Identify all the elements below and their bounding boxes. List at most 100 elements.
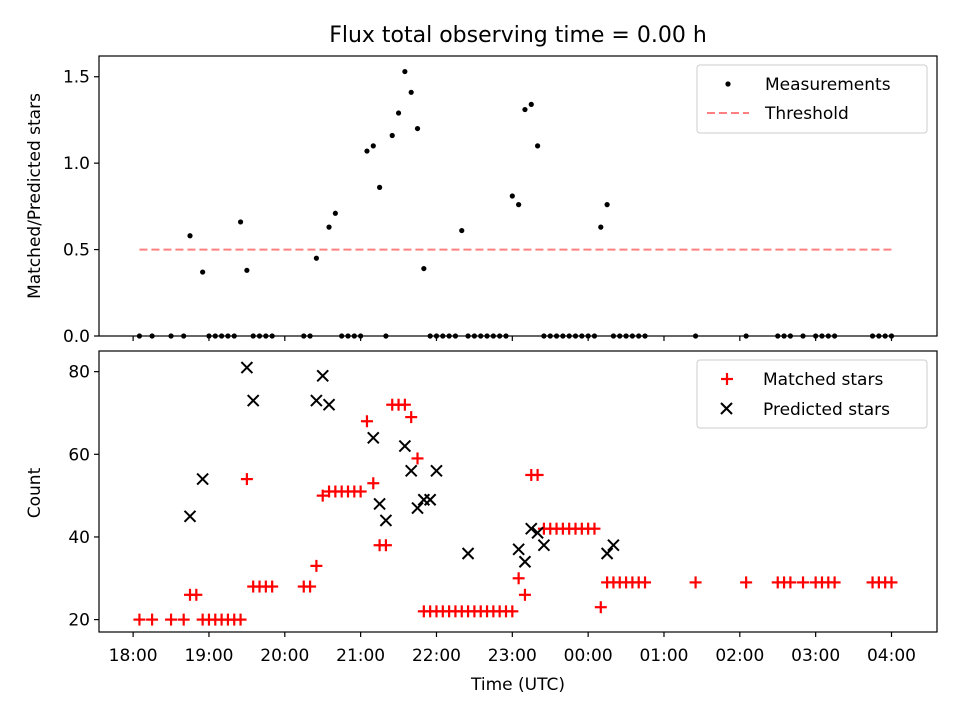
bottom-x-tick-label: 22:00 bbox=[412, 646, 461, 666]
matched-star-point bbox=[588, 522, 601, 535]
matched-star-point bbox=[316, 489, 329, 502]
measurement-point bbox=[200, 269, 206, 275]
predicted-star-point bbox=[607, 539, 620, 552]
matched-star-point bbox=[594, 601, 607, 614]
predicted-star-point bbox=[310, 394, 323, 407]
predicted-star-point bbox=[322, 398, 336, 411]
predicted-star-point bbox=[512, 543, 525, 556]
matched-star-point bbox=[177, 613, 190, 626]
predicted-star-point bbox=[600, 547, 614, 560]
measurement-point bbox=[187, 233, 193, 239]
matched-star-point bbox=[531, 468, 544, 481]
matched-star-point bbox=[240, 473, 253, 486]
bottom-x-tick-label: 04:00 bbox=[867, 646, 916, 666]
matched-star-point bbox=[165, 613, 178, 626]
measurement-point bbox=[326, 224, 332, 230]
matched-star-point bbox=[405, 411, 418, 424]
measurement-point bbox=[313, 255, 319, 261]
matched-star-point bbox=[784, 576, 797, 589]
matched-star-point bbox=[639, 576, 652, 589]
bottom-x-tick-label: 19:00 bbox=[184, 646, 233, 666]
predicted-star-point bbox=[316, 369, 329, 383]
measurement-point bbox=[534, 143, 541, 149]
predicted-star-point bbox=[367, 431, 380, 444]
bottom-y-tick-label: 20 bbox=[68, 611, 90, 631]
matched-star-point bbox=[190, 588, 203, 601]
matched-star-point bbox=[146, 613, 159, 626]
measurement-point bbox=[516, 202, 522, 208]
bottom-plot-marks bbox=[133, 361, 898, 626]
measurement-point bbox=[237, 219, 244, 225]
measurement-point bbox=[402, 68, 408, 75]
measurement-point bbox=[522, 106, 528, 113]
top-legend: Measurements Threshold bbox=[696, 64, 928, 134]
matched-star-point bbox=[354, 485, 367, 498]
measurement-point bbox=[376, 184, 383, 190]
bottom-y-axis-label: Count bbox=[25, 467, 45, 518]
measurement-point bbox=[459, 227, 465, 234]
bottom-x-tick-label: 21:00 bbox=[336, 646, 385, 666]
measurement-point bbox=[421, 265, 427, 272]
predicted-star-point bbox=[525, 522, 538, 535]
bottom-legend-box bbox=[696, 359, 928, 429]
matched-stars-legend-label: Matched stars bbox=[763, 370, 883, 390]
matched-star-point bbox=[518, 588, 531, 601]
bottom-x-axis-label: Time (UTC) bbox=[470, 675, 565, 695]
top-y-ticks: 0.0 0.5 1.0 1.5 bbox=[63, 68, 99, 347]
top-y-tick-label: 0.0 bbox=[63, 327, 90, 347]
predicted-star-point bbox=[518, 555, 532, 568]
bottom-x-tick-label: 18:00 bbox=[109, 646, 158, 666]
predicted-star-point bbox=[183, 510, 197, 523]
measurement-point bbox=[364, 148, 370, 154]
bottom-y-ticks: 20 40 60 80 bbox=[68, 363, 99, 631]
predicted-star-point bbox=[537, 539, 551, 552]
top-y-axis-label: Matched/Predicted stars bbox=[25, 93, 45, 299]
top-legend-box bbox=[696, 64, 928, 134]
matched-star-point bbox=[506, 605, 519, 618]
bottom-x-tick-label: 00:00 bbox=[564, 646, 613, 666]
matched-star-point bbox=[398, 398, 411, 411]
measurement-point bbox=[509, 193, 515, 199]
matched-star-point bbox=[828, 576, 841, 589]
bottom-y-tick-label: 40 bbox=[68, 528, 90, 548]
predicted-star-point bbox=[461, 547, 475, 560]
measurement-point bbox=[370, 143, 376, 149]
matched-star-point bbox=[304, 580, 317, 593]
measurement-point bbox=[598, 224, 604, 230]
matched-star-point bbox=[411, 452, 424, 465]
matched-star-point bbox=[266, 580, 279, 593]
predicted-star-point bbox=[411, 501, 424, 515]
predicted-star-point bbox=[423, 493, 437, 506]
matched-star-point bbox=[367, 477, 380, 490]
top-y-tick-label: 1.0 bbox=[63, 154, 90, 174]
measurement-point bbox=[604, 202, 610, 208]
predicted-star-point bbox=[240, 361, 254, 374]
top-y-tick-label: 1.5 bbox=[63, 68, 90, 88]
predicted-star-point bbox=[379, 514, 393, 527]
matched-star-point bbox=[310, 559, 323, 572]
matched-star-point bbox=[885, 576, 898, 589]
bottom-x-tick-label: 20:00 bbox=[260, 646, 309, 666]
matched-star-point bbox=[133, 613, 146, 626]
bottom-x-ticks: 18:00 19:00 20:00 21:00 22:00 23:00 00:00 01:00… bbox=[109, 632, 916, 666]
matched-star-point bbox=[740, 576, 753, 589]
measurement-point bbox=[528, 101, 534, 107]
top-chart-title: Flux total observing time = 0.00 h bbox=[329, 23, 707, 48]
bottom-x-tick-label: 03:00 bbox=[791, 646, 840, 666]
bottom-plot-frame bbox=[98, 350, 938, 633]
matched-stars-legend-marker bbox=[721, 373, 733, 385]
matched-star-point bbox=[234, 613, 247, 626]
matched-star-point bbox=[379, 539, 392, 552]
measurement-point bbox=[244, 267, 250, 273]
predicted-star-point bbox=[430, 464, 443, 478]
bottom-y-tick-label: 60 bbox=[68, 445, 90, 465]
matched-star-point bbox=[689, 576, 702, 589]
top-y-tick-label: 0.5 bbox=[63, 241, 90, 261]
threshold-legend-label: Threshold bbox=[764, 104, 849, 124]
predicted-star-point bbox=[404, 464, 418, 478]
matched-star-point bbox=[797, 576, 810, 589]
bottom-y-tick-label: 80 bbox=[68, 363, 90, 383]
predicted-star-point bbox=[246, 394, 260, 407]
matched-star-point bbox=[512, 572, 525, 585]
